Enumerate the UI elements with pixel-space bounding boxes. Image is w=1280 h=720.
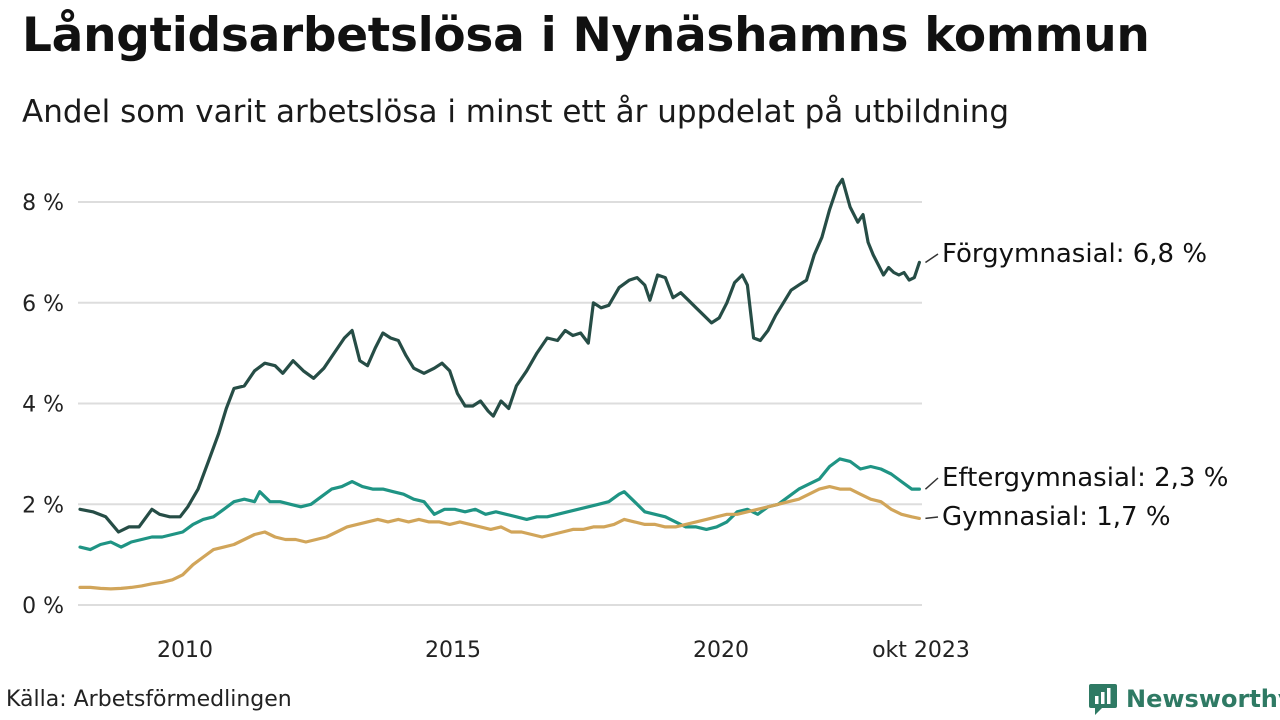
leader-line-gymnasial (925, 516, 939, 520)
newsworthy-brand: Newsworthy (1088, 682, 1280, 716)
end-label-gymnasial: Gymnasial: 1,7 % (942, 502, 1171, 532)
series (78, 177, 921, 591)
chart-subtitle: Andel som varit arbetslösa i minst ett å… (22, 94, 1010, 130)
y-tick-label: 8 % (22, 191, 64, 216)
series-line-forgymnasial (78, 177, 921, 534)
brand-name: Newsworthy (1126, 685, 1280, 713)
end-label-forgymnasial: Förgymnasial: 6,8 % (942, 239, 1207, 269)
end-labels: Förgymnasial: 6,8 % Eftergymnasial: 2,3 %… (924, 239, 1228, 532)
newsworthy-logo-icon (1089, 684, 1117, 715)
series-line-gymnasial (78, 485, 921, 591)
x-tick-label: okt 2023 (872, 638, 970, 663)
y-axis: 0 % 2 % 4 % 6 % 8 % (22, 191, 64, 619)
chart-title: Långtidsarbetslösa i Nynäshamns kommun (22, 8, 1150, 63)
y-tick-label: 4 % (22, 393, 64, 418)
y-tick-label: 2 % (22, 493, 64, 518)
x-axis: 2010 2015 2020 okt 2023 (157, 638, 970, 663)
leader-line-eftergymnasial (924, 477, 939, 490)
x-tick-label: 2015 (425, 638, 481, 663)
y-tick-label: 6 % (22, 292, 64, 317)
source-note: Källa: Arbetsförmedlingen (6, 687, 292, 712)
y-tick-label: 0 % (22, 594, 64, 619)
leader-line-forgymnasial (925, 253, 939, 264)
x-tick-label: 2020 (693, 638, 749, 663)
x-tick-label: 2010 (157, 638, 213, 663)
end-label-eftergymnasial: Eftergymnasial: 2,3 % (942, 463, 1228, 493)
